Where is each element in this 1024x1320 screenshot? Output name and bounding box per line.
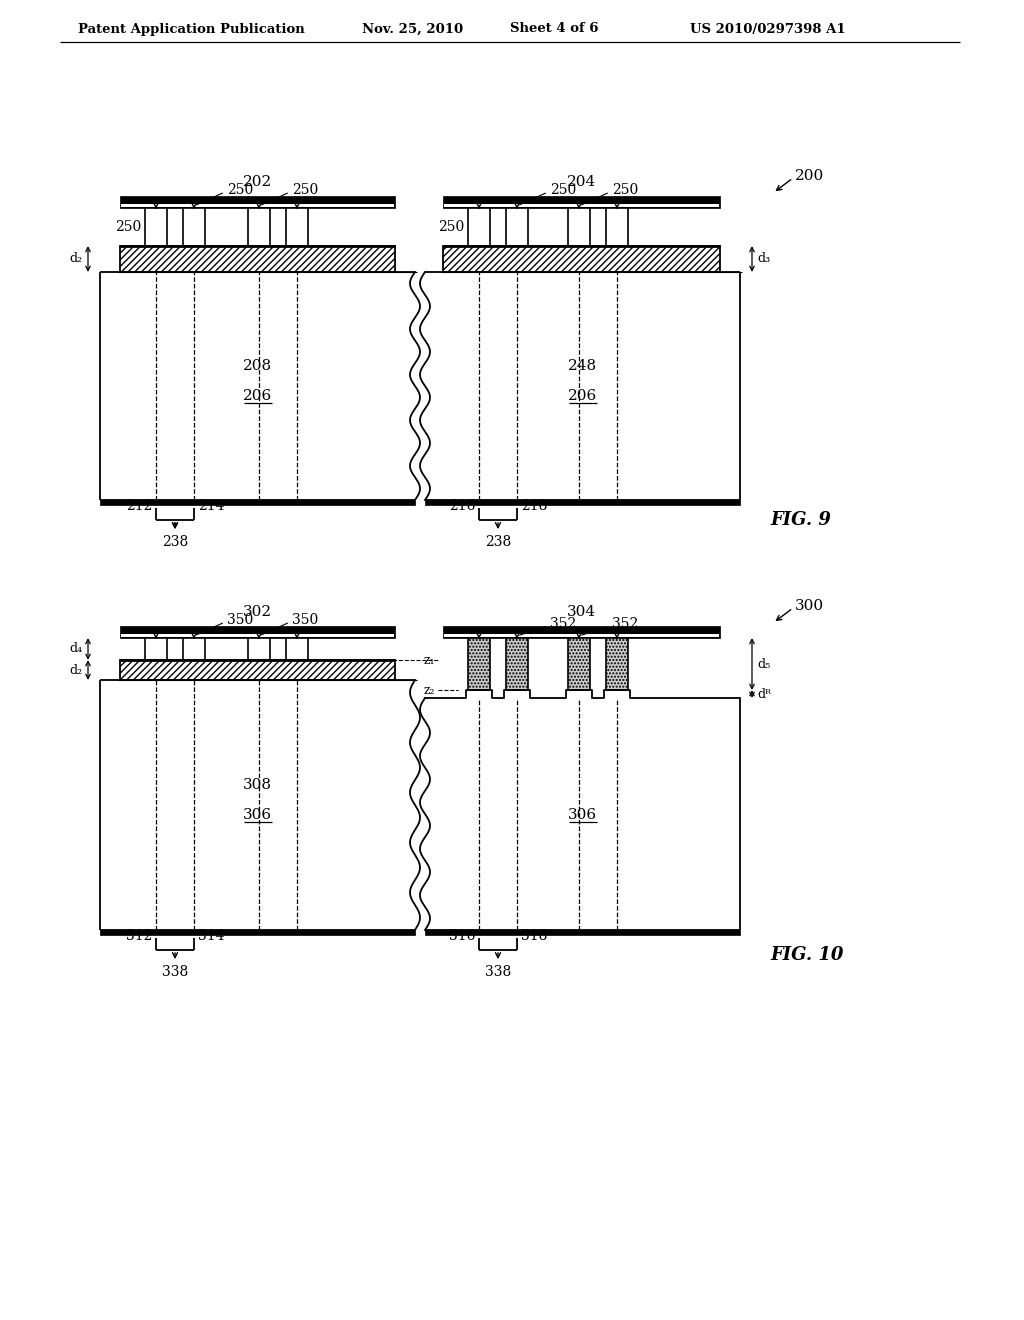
Bar (100, 931, 415, 935)
Bar (120, 626, 395, 638)
Bar (121, 205, 394, 207)
Text: 212: 212 (126, 499, 152, 513)
Bar (468, 209, 490, 246)
Text: 248: 248 (568, 359, 597, 374)
Text: 238: 238 (485, 535, 511, 549)
Bar (506, 638, 528, 690)
Text: 250: 250 (550, 183, 577, 197)
Text: 200: 200 (795, 169, 824, 183)
Bar (286, 638, 308, 660)
Bar (248, 209, 270, 246)
Text: 304: 304 (567, 605, 596, 619)
Text: 350: 350 (292, 612, 318, 627)
Bar (506, 209, 528, 246)
Bar (121, 634, 394, 638)
Text: 206: 206 (568, 389, 597, 403)
Bar (248, 638, 270, 660)
Text: 318: 318 (521, 929, 548, 942)
Text: 316: 316 (449, 929, 475, 942)
Bar (286, 209, 308, 246)
Text: d₅: d₅ (757, 657, 770, 671)
Text: d₂: d₂ (70, 252, 83, 265)
Text: dᴿ: dᴿ (757, 688, 771, 701)
Text: 206: 206 (243, 389, 272, 403)
Text: 312: 312 (126, 929, 152, 942)
Bar (100, 500, 415, 506)
Text: 216: 216 (449, 499, 475, 513)
Text: d₄: d₄ (70, 643, 83, 656)
Text: 250: 250 (227, 183, 253, 197)
Text: 338: 338 (485, 965, 511, 979)
Text: z₁: z₁ (424, 653, 435, 667)
Text: 204: 204 (567, 176, 596, 189)
Text: FIG. 10: FIG. 10 (770, 946, 844, 964)
Text: 218: 218 (521, 499, 548, 513)
Text: 250: 250 (612, 183, 638, 197)
Text: FIG. 9: FIG. 9 (770, 511, 830, 529)
Bar (443, 246, 720, 272)
Bar (606, 209, 628, 246)
Bar (425, 500, 740, 506)
Text: 308: 308 (243, 777, 272, 792)
Bar (443, 626, 720, 638)
Bar (120, 246, 395, 272)
Text: Sheet 4 of 6: Sheet 4 of 6 (510, 22, 598, 36)
Bar (425, 931, 740, 935)
Text: Patent Application Publication: Patent Application Publication (78, 22, 305, 36)
Text: 302: 302 (243, 605, 272, 619)
Text: 350: 350 (227, 612, 253, 627)
Text: 208: 208 (243, 359, 272, 374)
Bar (468, 638, 490, 690)
Text: 238: 238 (162, 535, 188, 549)
Text: 202: 202 (243, 176, 272, 189)
Text: 338: 338 (162, 965, 188, 979)
Text: Nov. 25, 2010: Nov. 25, 2010 (362, 22, 463, 36)
Text: 306: 306 (243, 808, 272, 822)
Bar (183, 638, 205, 660)
Text: z₂: z₂ (424, 684, 435, 697)
Text: 314: 314 (198, 929, 224, 942)
Bar (444, 634, 719, 638)
Bar (120, 660, 395, 680)
Text: 250: 250 (437, 220, 464, 234)
Text: 300: 300 (795, 599, 824, 612)
Text: 306: 306 (568, 808, 597, 822)
Text: d₂: d₂ (70, 664, 83, 676)
Bar (120, 195, 395, 209)
Text: 352: 352 (550, 616, 577, 631)
Bar (568, 638, 590, 690)
Bar (183, 209, 205, 246)
Bar (145, 209, 167, 246)
Bar (444, 205, 719, 207)
Text: 250: 250 (292, 183, 318, 197)
Text: 352: 352 (612, 616, 638, 631)
Text: 214: 214 (198, 499, 224, 513)
Bar (568, 209, 590, 246)
Bar (145, 638, 167, 660)
Text: 250: 250 (115, 220, 141, 234)
Text: US 2010/0297398 A1: US 2010/0297398 A1 (690, 22, 846, 36)
Bar (606, 638, 628, 690)
Bar (443, 195, 720, 209)
Text: d₃: d₃ (757, 252, 770, 265)
